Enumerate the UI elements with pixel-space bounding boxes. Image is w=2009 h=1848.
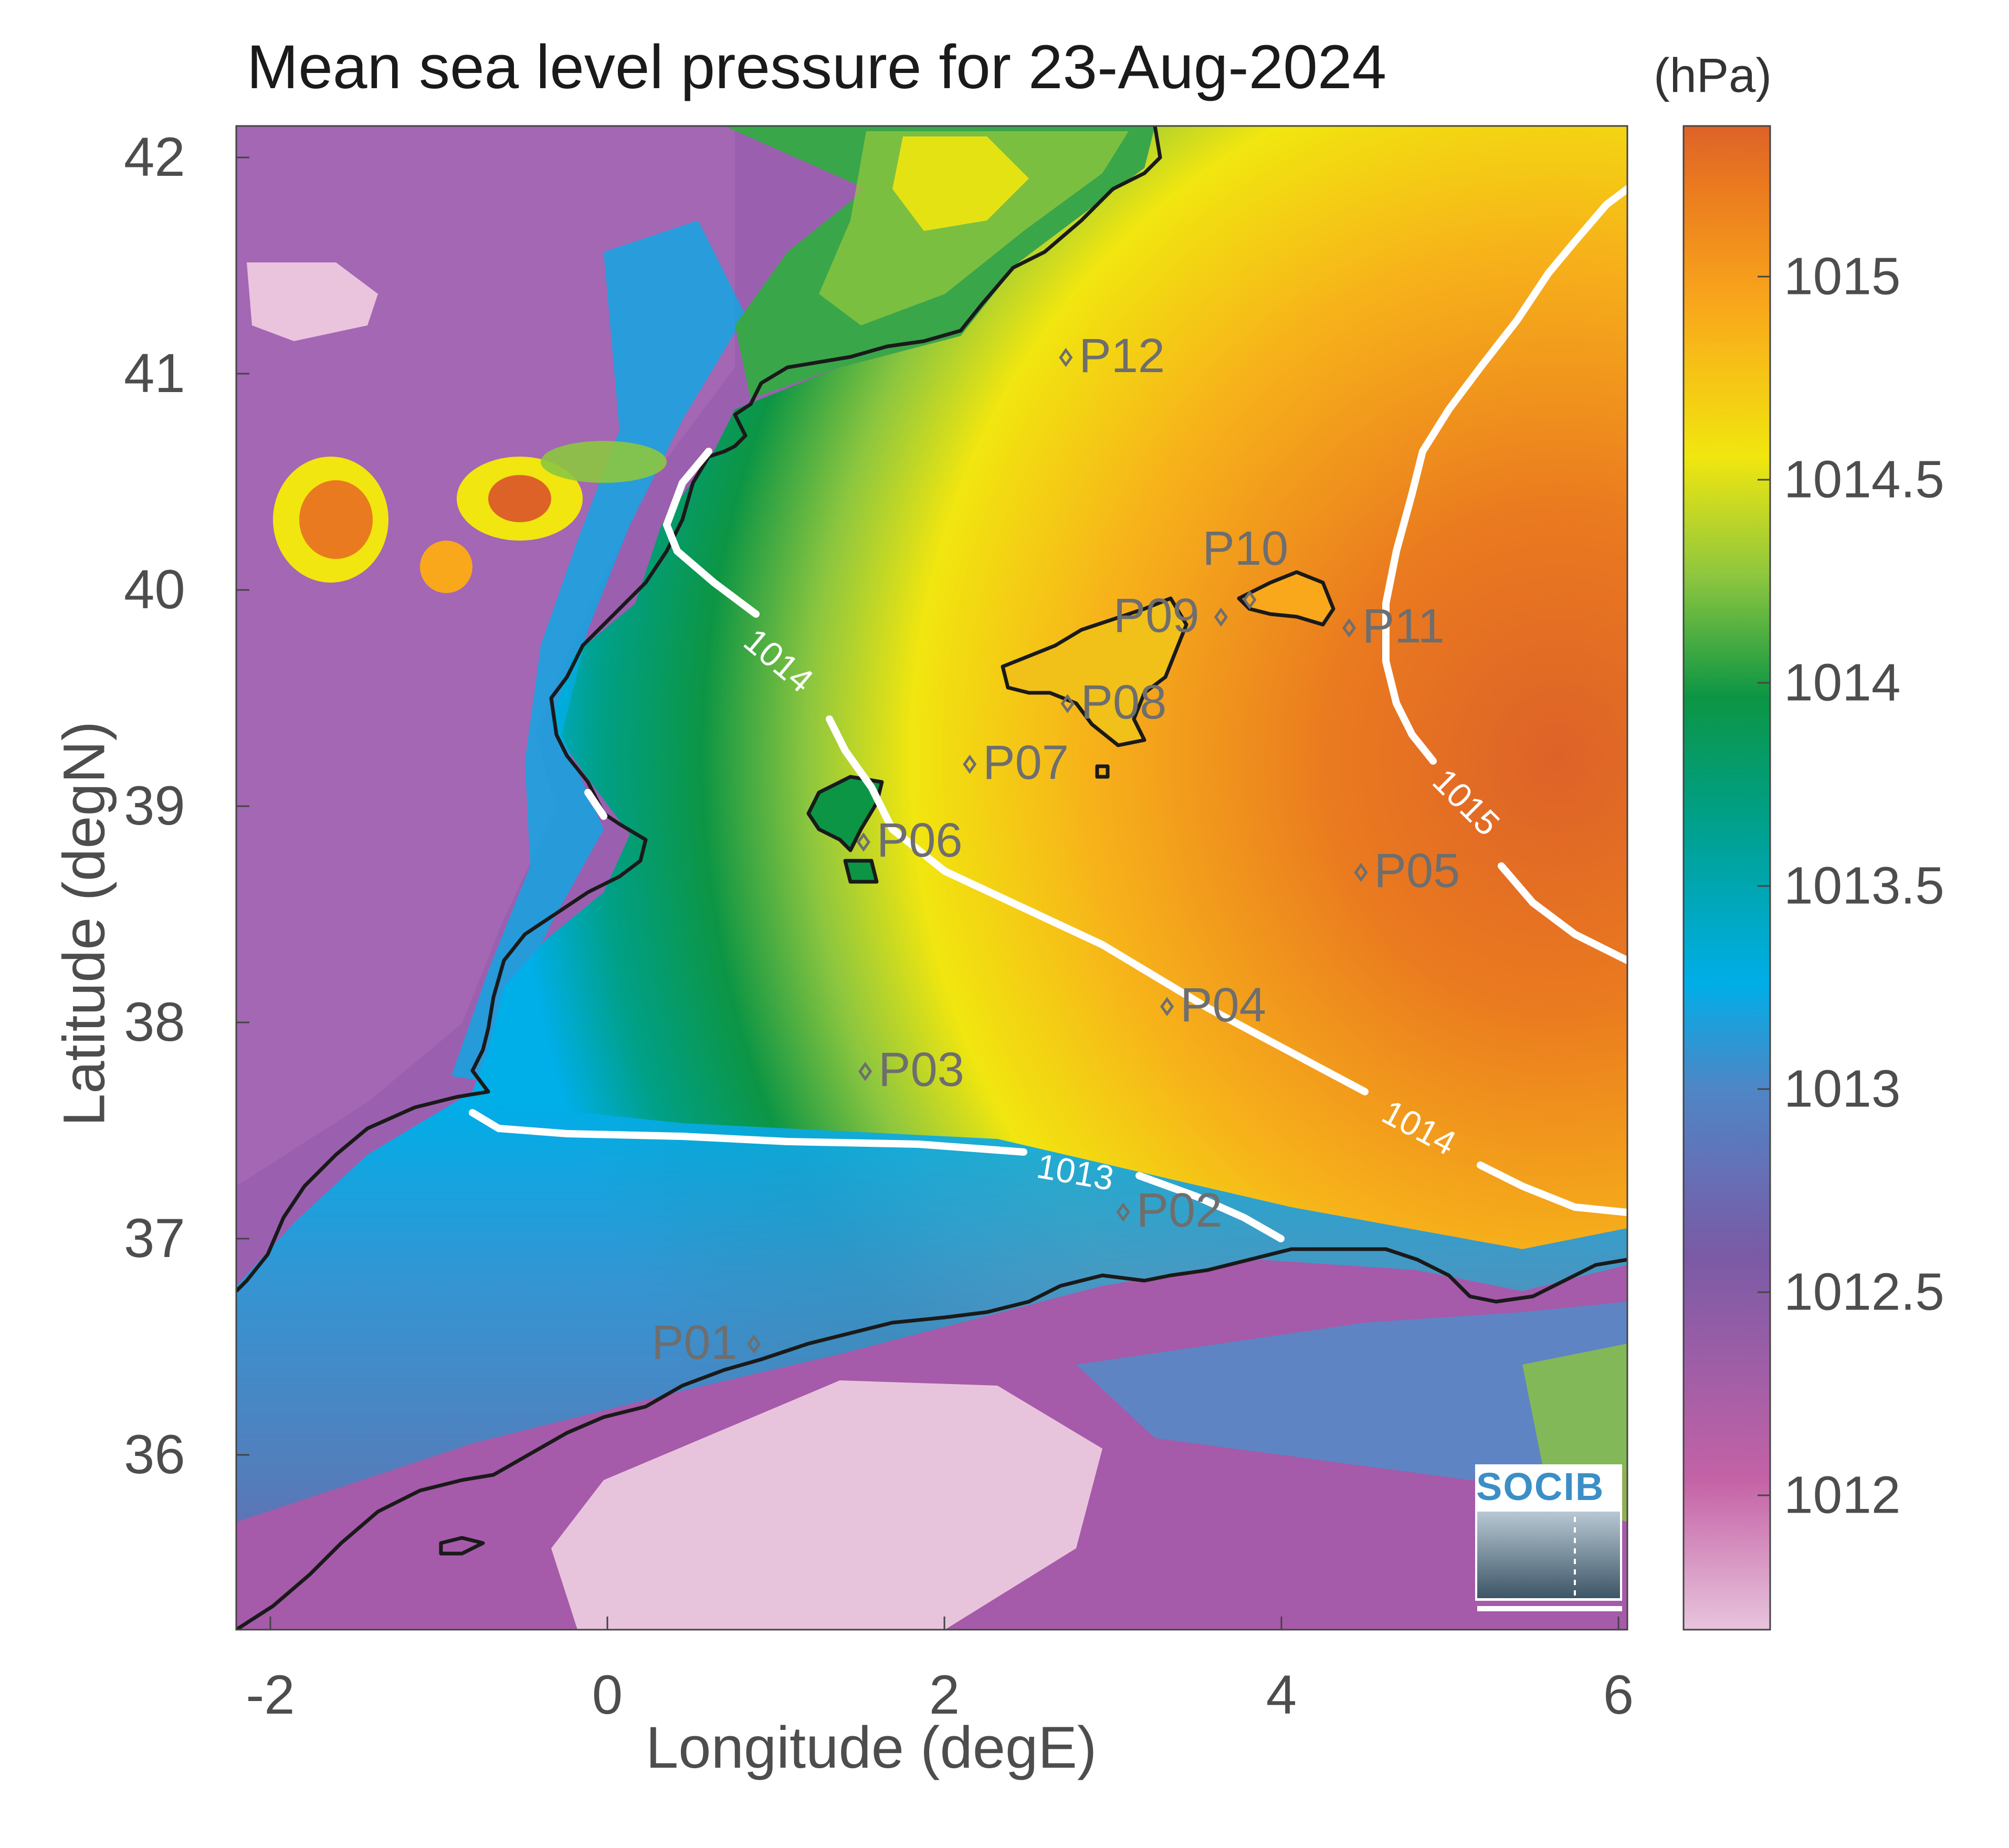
- contour-1014-north: [662, 448, 760, 618]
- x-axis-label: Longitude (degE): [646, 1715, 1097, 1780]
- map-field: [236, 126, 1627, 1630]
- x-tick-label: -2: [246, 1664, 295, 1726]
- station-label: P08: [1080, 675, 1167, 729]
- station-marker: [1243, 590, 1257, 610]
- x-tick-label: 6: [1603, 1664, 1634, 1726]
- station-marker: [1354, 862, 1368, 882]
- y-tick-label: 36: [124, 1424, 185, 1485]
- formentera-land: [845, 861, 877, 882]
- mallorca-land: [1003, 598, 1186, 745]
- station-label: P11: [1362, 599, 1445, 653]
- station-marker: [858, 1062, 872, 1081]
- station-label: P02: [1136, 1184, 1223, 1238]
- y-axis-label: Latitude (degN): [51, 721, 117, 1127]
- station-marker: [856, 832, 870, 852]
- pressure-contours: [469, 185, 1627, 1242]
- station-marker: [1342, 618, 1356, 638]
- station-markers: [747, 347, 1368, 1354]
- station-marker: [963, 754, 977, 774]
- y-tick-label: 38: [124, 991, 185, 1053]
- station-marker: [1160, 997, 1174, 1017]
- contour-1013-west: [469, 1109, 1027, 1156]
- x-tick-label: 2: [929, 1664, 960, 1726]
- socib-logo: [1475, 1464, 1622, 1611]
- station-label: P04: [1180, 978, 1266, 1032]
- colorbar-tick-label: 1012.5: [1784, 1262, 1944, 1322]
- colorbar-units: (hPa): [1654, 49, 1772, 102]
- station-label: P05: [1374, 844, 1460, 898]
- y-tick-label: 39: [124, 775, 185, 837]
- colorbar-tick-label: 1013.5: [1784, 856, 1944, 915]
- plot-frame: [235, 125, 1628, 1631]
- station-marker: [1214, 607, 1228, 627]
- x-tick-label: 4: [1266, 1664, 1297, 1726]
- y-tick-label: 42: [124, 126, 185, 188]
- contour-1015-south: [1498, 862, 1627, 964]
- station-label: P12: [1079, 329, 1165, 383]
- station-label: P07: [983, 736, 1069, 790]
- contour-1014-east: [1477, 1161, 1627, 1216]
- station-marker: [1059, 347, 1073, 367]
- figure-title: Mean sea level pressure for 23-Aug-2024: [247, 33, 1387, 102]
- coastlines: [236, 126, 1627, 1630]
- y-tick-label: 40: [124, 559, 185, 620]
- station-label: P01: [651, 1315, 738, 1369]
- station-label: P10: [1202, 521, 1289, 575]
- station-marker: [1060, 694, 1075, 713]
- socib-logo-text: SOCIB: [1476, 1465, 1605, 1508]
- contour-1013-east: [1135, 1172, 1285, 1242]
- colorbar-tick-label: 1013: [1784, 1059, 1901, 1118]
- station-label: P03: [878, 1043, 964, 1097]
- y-tick-label: 37: [124, 1208, 185, 1269]
- y-tick-marks: [236, 156, 249, 1456]
- colorbar-tick-marks: [1758, 276, 1770, 1496]
- colorbar-tick-label: 1012: [1784, 1465, 1901, 1525]
- colorbar: [1682, 125, 1771, 1631]
- x-tick-marks: [269, 1617, 1619, 1630]
- station-marker: [747, 1334, 761, 1354]
- contour-1014-mid: [826, 715, 1369, 1095]
- station-label: P06: [876, 814, 963, 868]
- y-tick-label: 41: [124, 343, 185, 404]
- colorbar-tick-label: 1014.5: [1784, 450, 1944, 509]
- colorbar-tick-label: 1015: [1784, 247, 1901, 306]
- colorbar-tick-label: 1014: [1784, 653, 1901, 712]
- station-label: P09: [1113, 588, 1200, 642]
- contour-1015-north: [1382, 185, 1627, 765]
- x-tick-label: 0: [592, 1664, 623, 1726]
- station-marker: [1116, 1202, 1130, 1222]
